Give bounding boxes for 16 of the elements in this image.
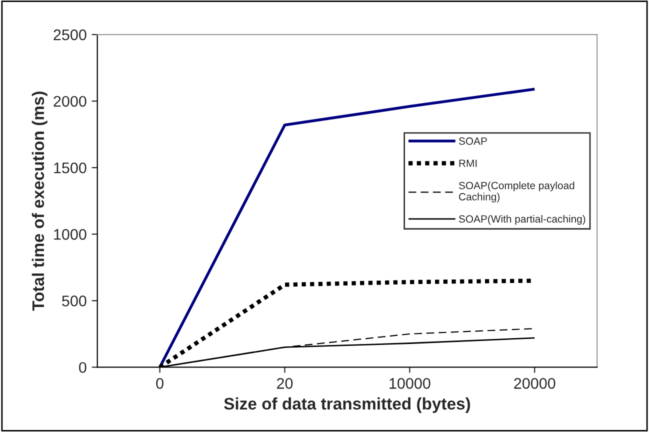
y-tick-label: 0 bbox=[79, 362, 86, 373]
legend-label: SOAP bbox=[458, 137, 487, 145]
legend-label: SOAP(With partial-caching) bbox=[458, 214, 586, 225]
x-tick-label: 20 bbox=[277, 378, 293, 389]
x-tick-label: 0 bbox=[156, 378, 164, 389]
y-tick-label: 1500 bbox=[54, 162, 86, 174]
x-axis-title: Size of data transmitted (bytes) bbox=[224, 397, 470, 413]
y-tick-label: 500 bbox=[62, 296, 86, 306]
legend-label: RMI bbox=[459, 160, 477, 167]
legend-label: SOAP(Complete payload Caching) bbox=[458, 182, 574, 202]
y-tick-label: 2000 bbox=[54, 96, 86, 107]
x-tick-label: 10000 bbox=[390, 378, 430, 389]
x-tick-label: 20000 bbox=[514, 378, 556, 389]
y-tick-label: 2500 bbox=[54, 29, 86, 40]
y-axis-title: Total time of execution (ms) bbox=[32, 92, 48, 311]
y-tick-label: 1000 bbox=[54, 229, 86, 240]
